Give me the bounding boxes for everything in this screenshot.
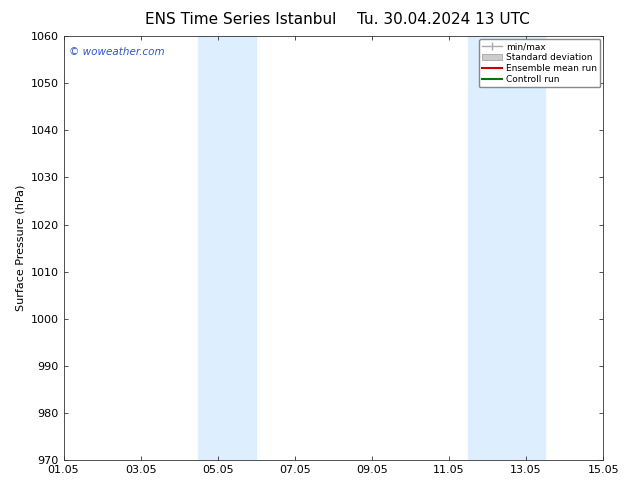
Legend: min/max, Standard deviation, Ensemble mean run, Controll run: min/max, Standard deviation, Ensemble me… (479, 39, 600, 88)
Text: Tu. 30.04.2024 13 UTC: Tu. 30.04.2024 13 UTC (358, 12, 530, 27)
Text: © woweather.com: © woweather.com (69, 47, 165, 57)
Text: ENS Time Series Istanbul: ENS Time Series Istanbul (145, 12, 337, 27)
Bar (198, 36, 256, 460)
Y-axis label: Surface Pressure (hPa): Surface Pressure (hPa) (15, 185, 25, 311)
Bar (469, 36, 545, 460)
